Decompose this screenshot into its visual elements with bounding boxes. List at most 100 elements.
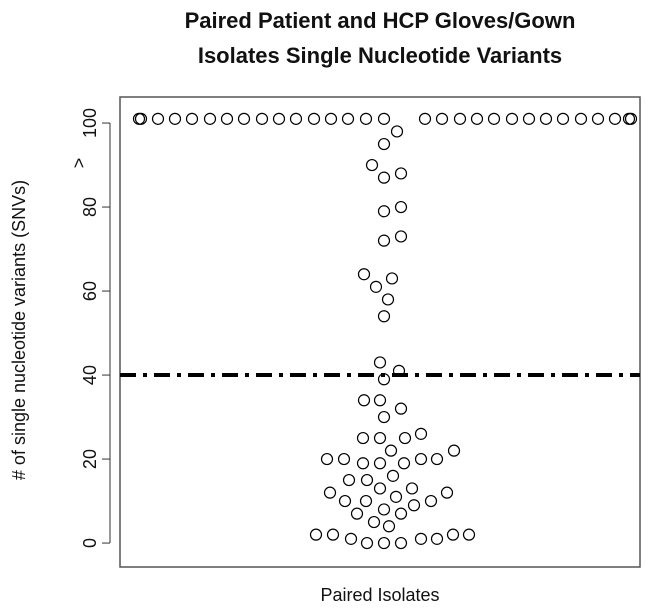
point	[309, 528, 323, 541]
point	[377, 373, 391, 386]
point	[385, 272, 399, 285]
point	[356, 457, 370, 470]
point	[446, 528, 460, 541]
point	[608, 112, 622, 125]
y-tick-label: 80	[80, 197, 100, 217]
point	[373, 482, 387, 495]
point	[377, 410, 391, 424]
point	[373, 356, 387, 369]
point	[369, 280, 383, 293]
point	[394, 200, 408, 214]
point	[356, 431, 370, 445]
point	[377, 503, 391, 516]
point	[392, 364, 406, 377]
point	[394, 507, 408, 520]
plot-frame	[119, 96, 641, 568]
point	[414, 427, 428, 440]
point	[447, 444, 461, 457]
point	[397, 457, 411, 470]
point	[237, 112, 251, 125]
point	[624, 112, 638, 125]
point	[424, 494, 438, 508]
point	[384, 444, 398, 457]
point	[414, 532, 428, 545]
point	[398, 431, 412, 445]
point	[394, 402, 408, 415]
point	[272, 112, 286, 125]
point	[389, 490, 403, 503]
point	[373, 457, 387, 470]
chart-title: Isolates Single Nucleotide Variants	[198, 43, 562, 68]
point	[326, 528, 340, 541]
y-tick-label: 0	[80, 538, 100, 548]
point	[365, 158, 379, 172]
point	[203, 112, 217, 125]
point	[324, 112, 338, 125]
point	[373, 431, 387, 445]
y-tick-label: 40	[80, 365, 100, 385]
point	[185, 112, 199, 125]
point	[338, 494, 352, 508]
point	[430, 532, 444, 545]
point	[367, 515, 381, 529]
point	[382, 520, 396, 533]
point	[462, 528, 476, 541]
point	[430, 452, 444, 466]
point	[377, 137, 391, 151]
point	[440, 486, 454, 499]
point	[320, 452, 334, 466]
point	[377, 234, 391, 247]
point	[350, 507, 364, 520]
point	[470, 112, 484, 125]
point	[373, 394, 387, 407]
point	[574, 112, 588, 125]
point	[407, 499, 421, 512]
y-axis-label: # of single nucleotide variants (SNVs)	[9, 180, 29, 480]
point	[289, 112, 303, 125]
point	[453, 112, 467, 125]
point	[359, 112, 373, 125]
y-tick-label: 100	[80, 108, 100, 138]
point	[394, 230, 408, 243]
point	[556, 112, 570, 125]
point	[377, 310, 391, 323]
point	[323, 486, 337, 499]
point	[377, 112, 391, 125]
point	[337, 452, 351, 466]
point	[522, 112, 536, 125]
point	[151, 112, 165, 125]
x-axis-label: Paired Isolates	[320, 585, 439, 605]
point	[359, 494, 373, 508]
point	[357, 268, 371, 281]
point	[341, 112, 355, 125]
point	[487, 112, 501, 125]
point	[394, 536, 408, 550]
point	[418, 112, 432, 125]
point	[505, 112, 519, 125]
y-tick-label: 60	[80, 281, 100, 301]
point	[255, 112, 269, 125]
annotation: >	[69, 158, 89, 169]
point	[414, 452, 428, 466]
point	[357, 394, 371, 407]
point	[539, 112, 553, 125]
point	[435, 112, 449, 125]
point	[377, 536, 391, 550]
point	[168, 112, 182, 125]
point	[360, 473, 374, 487]
point	[344, 532, 358, 545]
y-tick-label: 20	[80, 449, 100, 469]
point	[134, 112, 148, 125]
point	[377, 205, 391, 218]
point	[220, 112, 234, 125]
point	[377, 171, 391, 184]
point	[342, 473, 356, 487]
point	[307, 112, 321, 125]
point	[405, 482, 419, 495]
point	[381, 293, 395, 306]
chart-title: Paired Patient and HCP Gloves/Gown	[185, 8, 576, 33]
point	[360, 536, 374, 550]
point	[591, 112, 605, 125]
point	[386, 469, 400, 482]
